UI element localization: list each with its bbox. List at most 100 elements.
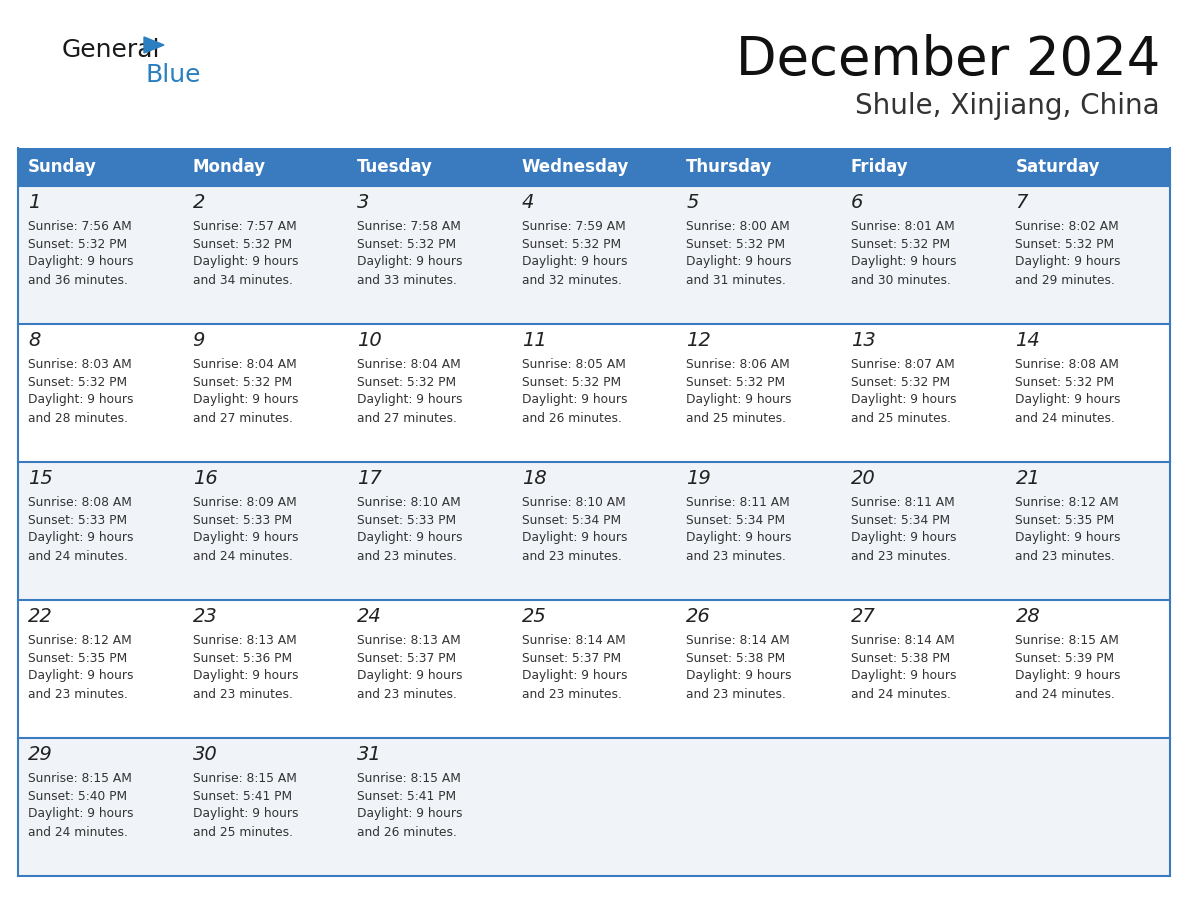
Text: 30: 30 <box>192 744 217 764</box>
Text: and 24 minutes.: and 24 minutes. <box>1016 688 1116 700</box>
Text: 27: 27 <box>851 607 876 625</box>
Text: Sunset: 5:36 PM: Sunset: 5:36 PM <box>192 652 292 665</box>
Bar <box>18 324 1170 462</box>
Text: Sunrise: 7:59 AM: Sunrise: 7:59 AM <box>522 219 625 232</box>
Text: and 24 minutes.: and 24 minutes. <box>29 825 128 838</box>
Text: Sunset: 5:33 PM: Sunset: 5:33 PM <box>192 513 292 527</box>
Text: Sunset: 5:32 PM: Sunset: 5:32 PM <box>687 238 785 251</box>
Text: Sunset: 5:32 PM: Sunset: 5:32 PM <box>1016 238 1114 251</box>
Text: Sunrise: 8:13 AM: Sunrise: 8:13 AM <box>358 633 461 646</box>
Text: 5: 5 <box>687 193 699 211</box>
Text: and 27 minutes.: and 27 minutes. <box>192 411 292 424</box>
Text: Sunset: 5:33 PM: Sunset: 5:33 PM <box>358 513 456 527</box>
Text: Tuesday: Tuesday <box>358 158 432 176</box>
Text: Sunset: 5:34 PM: Sunset: 5:34 PM <box>851 513 950 527</box>
Text: Sunrise: 7:56 AM: Sunrise: 7:56 AM <box>29 219 132 232</box>
Text: December 2024: December 2024 <box>735 34 1159 86</box>
Text: 12: 12 <box>687 330 712 350</box>
Text: 4: 4 <box>522 193 535 211</box>
Text: Sunset: 5:39 PM: Sunset: 5:39 PM <box>1016 652 1114 665</box>
Text: Daylight: 9 hours: Daylight: 9 hours <box>522 255 627 268</box>
Text: Daylight: 9 hours: Daylight: 9 hours <box>358 669 462 682</box>
Text: Daylight: 9 hours: Daylight: 9 hours <box>358 394 462 407</box>
Text: Sunrise: 8:07 AM: Sunrise: 8:07 AM <box>851 357 955 371</box>
Text: Daylight: 9 hours: Daylight: 9 hours <box>687 255 791 268</box>
Text: Sunrise: 7:57 AM: Sunrise: 7:57 AM <box>192 219 296 232</box>
Text: 10: 10 <box>358 330 381 350</box>
Text: Sunrise: 7:58 AM: Sunrise: 7:58 AM <box>358 219 461 232</box>
Text: Daylight: 9 hours: Daylight: 9 hours <box>29 532 133 544</box>
Text: Sunset: 5:32 PM: Sunset: 5:32 PM <box>192 375 292 388</box>
Text: Sunrise: 8:00 AM: Sunrise: 8:00 AM <box>687 219 790 232</box>
Text: and 23 minutes.: and 23 minutes. <box>687 550 786 563</box>
Text: and 23 minutes.: and 23 minutes. <box>29 688 128 700</box>
Text: Sunrise: 8:14 AM: Sunrise: 8:14 AM <box>687 633 790 646</box>
Text: Sunrise: 8:03 AM: Sunrise: 8:03 AM <box>29 357 132 371</box>
Text: Sunset: 5:32 PM: Sunset: 5:32 PM <box>192 238 292 251</box>
Text: 6: 6 <box>851 193 864 211</box>
Text: 11: 11 <box>522 330 546 350</box>
Text: Daylight: 9 hours: Daylight: 9 hours <box>29 394 133 407</box>
Bar <box>183 148 347 186</box>
Text: Sunset: 5:32 PM: Sunset: 5:32 PM <box>29 375 127 388</box>
Text: and 30 minutes.: and 30 minutes. <box>851 274 950 286</box>
Text: Sunrise: 8:15 AM: Sunrise: 8:15 AM <box>358 771 461 785</box>
Text: Sunset: 5:32 PM: Sunset: 5:32 PM <box>851 375 950 388</box>
Text: and 23 minutes.: and 23 minutes. <box>1016 550 1116 563</box>
Text: Sunrise: 8:15 AM: Sunrise: 8:15 AM <box>192 771 297 785</box>
Text: and 31 minutes.: and 31 minutes. <box>687 274 786 286</box>
Text: Sunset: 5:34 PM: Sunset: 5:34 PM <box>522 513 621 527</box>
Text: Sunday: Sunday <box>29 158 97 176</box>
Bar <box>512 148 676 186</box>
Text: Sunset: 5:32 PM: Sunset: 5:32 PM <box>851 238 950 251</box>
Text: Daylight: 9 hours: Daylight: 9 hours <box>192 394 298 407</box>
Bar <box>18 462 1170 600</box>
Text: Daylight: 9 hours: Daylight: 9 hours <box>1016 255 1121 268</box>
Text: 24: 24 <box>358 607 381 625</box>
Text: Sunrise: 8:06 AM: Sunrise: 8:06 AM <box>687 357 790 371</box>
Text: and 25 minutes.: and 25 minutes. <box>687 411 786 424</box>
Text: 2: 2 <box>192 193 206 211</box>
Text: and 23 minutes.: and 23 minutes. <box>358 688 457 700</box>
Text: Sunrise: 8:02 AM: Sunrise: 8:02 AM <box>1016 219 1119 232</box>
Text: Sunset: 5:35 PM: Sunset: 5:35 PM <box>29 652 127 665</box>
Text: and 24 minutes.: and 24 minutes. <box>851 688 950 700</box>
Text: and 23 minutes.: and 23 minutes. <box>851 550 950 563</box>
Text: and 29 minutes.: and 29 minutes. <box>1016 274 1116 286</box>
Text: and 32 minutes.: and 32 minutes. <box>522 274 621 286</box>
Text: 7: 7 <box>1016 193 1028 211</box>
Text: 21: 21 <box>1016 468 1041 487</box>
Text: Sunrise: 8:11 AM: Sunrise: 8:11 AM <box>851 496 955 509</box>
Bar <box>18 148 183 186</box>
Text: Sunset: 5:32 PM: Sunset: 5:32 PM <box>29 238 127 251</box>
Text: Sunrise: 8:08 AM: Sunrise: 8:08 AM <box>29 496 132 509</box>
Text: and 28 minutes.: and 28 minutes. <box>29 411 128 424</box>
Text: and 34 minutes.: and 34 minutes. <box>192 274 292 286</box>
Text: Daylight: 9 hours: Daylight: 9 hours <box>358 255 462 268</box>
Text: and 25 minutes.: and 25 minutes. <box>851 411 950 424</box>
Text: 13: 13 <box>851 330 876 350</box>
Text: 31: 31 <box>358 744 381 764</box>
Text: Sunrise: 8:10 AM: Sunrise: 8:10 AM <box>522 496 625 509</box>
Text: Sunset: 5:32 PM: Sunset: 5:32 PM <box>358 375 456 388</box>
Polygon shape <box>144 37 164 53</box>
Text: Daylight: 9 hours: Daylight: 9 hours <box>522 394 627 407</box>
Text: and 26 minutes.: and 26 minutes. <box>522 411 621 424</box>
Bar <box>676 148 841 186</box>
Text: Thursday: Thursday <box>687 158 772 176</box>
Text: 23: 23 <box>192 607 217 625</box>
Text: 20: 20 <box>851 468 876 487</box>
Bar <box>347 148 512 186</box>
Text: Sunrise: 8:08 AM: Sunrise: 8:08 AM <box>1016 357 1119 371</box>
Text: 25: 25 <box>522 607 546 625</box>
Text: Sunset: 5:32 PM: Sunset: 5:32 PM <box>358 238 456 251</box>
Text: Daylight: 9 hours: Daylight: 9 hours <box>29 669 133 682</box>
Text: Sunset: 5:41 PM: Sunset: 5:41 PM <box>192 789 292 802</box>
Text: Daylight: 9 hours: Daylight: 9 hours <box>522 532 627 544</box>
Text: Sunrise: 8:12 AM: Sunrise: 8:12 AM <box>29 633 132 646</box>
Text: Sunrise: 8:05 AM: Sunrise: 8:05 AM <box>522 357 626 371</box>
Text: Sunset: 5:34 PM: Sunset: 5:34 PM <box>687 513 785 527</box>
Text: Daylight: 9 hours: Daylight: 9 hours <box>192 532 298 544</box>
Text: Sunset: 5:32 PM: Sunset: 5:32 PM <box>522 238 621 251</box>
Text: and 24 minutes.: and 24 minutes. <box>1016 411 1116 424</box>
